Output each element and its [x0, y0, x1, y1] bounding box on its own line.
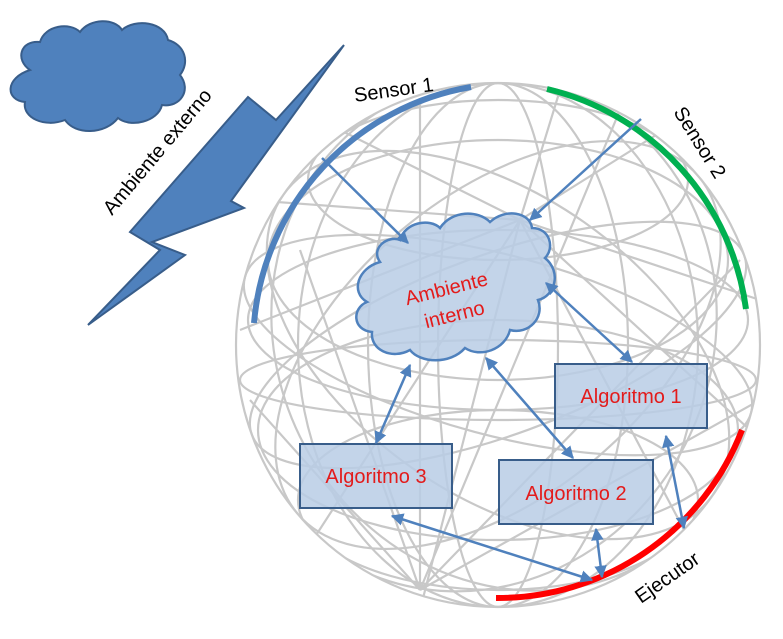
- external-environment-cloud: [9, 20, 187, 132]
- arrow-internal-algorithm2: [485, 357, 574, 459]
- arrow-internal-algorithm3: [374, 363, 412, 445]
- arrow-sensor2-to-internal: [529, 118, 642, 221]
- algorithm-2-box: [498, 459, 654, 525]
- arrow-algorithm2-actuator: [591, 527, 607, 579]
- arrow-algorithm1-actuator: [662, 434, 688, 530]
- actuator-arc: [495, 428, 745, 602]
- algorithm-3-box: [299, 443, 453, 509]
- algorithm-2-label: Algoritmo 2: [525, 483, 626, 505]
- sensor-1-arc: [251, 84, 472, 324]
- algorithm-1-label: Algoritmo 1: [580, 386, 681, 408]
- sensor-2-label: Sensor 2: [669, 103, 730, 183]
- sensor-2-arc: [546, 86, 749, 310]
- internal-environment-cloud: [355, 212, 556, 362]
- arrow-internal-algorithm1: [545, 282, 633, 363]
- arrows: [321, 118, 688, 583]
- arrow-algorithm3-actuator: [390, 513, 594, 583]
- algorithm-3-label: Algoritmo 3: [325, 466, 426, 488]
- lightning-bolt: [87, 44, 345, 326]
- arrow-sensor1-to-internal: [321, 157, 409, 244]
